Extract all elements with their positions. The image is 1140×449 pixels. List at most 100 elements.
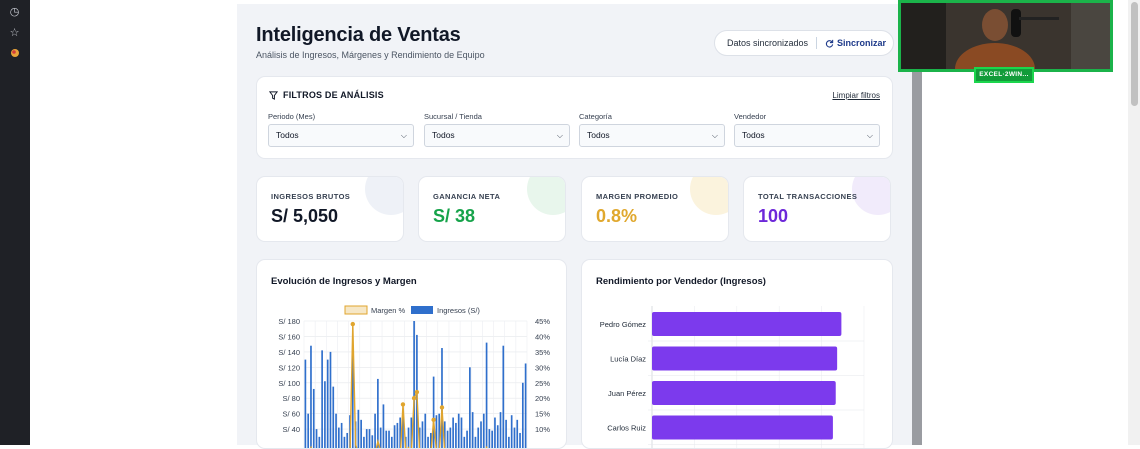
kpi-total-transacciones: TOTAL TRANSACCIONES 100 — [743, 176, 891, 242]
y-left-tick: S/ 80 — [282, 394, 300, 403]
revenue-bar — [505, 419, 507, 448]
divider — [816, 37, 818, 49]
revenue-bar — [474, 436, 477, 448]
revenue-bar — [508, 436, 510, 448]
margin-point — [414, 389, 420, 395]
revenue-bar — [441, 348, 443, 448]
revenue-bar — [335, 413, 337, 448]
kpi-label: MARGEN PROMEDIO — [596, 192, 679, 201]
filters-header: FILTROS DE ANÁLISIS — [269, 90, 384, 100]
legend-swatch-margen — [344, 305, 368, 315]
scrollbar[interactable] — [1128, 0, 1140, 445]
y-right-tick: 35% — [535, 348, 550, 357]
y-right-tick: 30% — [535, 363, 550, 372]
revenue-bar — [399, 417, 402, 448]
filter-label-vendedor: Vendedor — [734, 112, 767, 121]
revenue-bar — [463, 436, 466, 448]
scrollbar-thumb[interactable] — [1131, 2, 1138, 106]
revenue-bar — [371, 435, 374, 448]
filter-label-categoria: Categoría — [579, 112, 612, 121]
categoria-select-value: Todos — [587, 130, 610, 140]
revenue-bar — [390, 436, 393, 448]
revenue-bar — [332, 386, 335, 448]
revenue-bar — [346, 432, 349, 448]
history-icon[interactable]: ◷ — [9, 6, 20, 18]
revenue-bar — [418, 427, 421, 448]
revenue-bar — [321, 350, 323, 448]
kpi-ganancia-neta: GANANCIA NETA S/ 38 — [418, 176, 566, 242]
filter-icon — [269, 90, 278, 100]
revenue-bar — [377, 378, 379, 448]
revenue-bar — [524, 363, 527, 448]
vendedor-select-value: Todos — [742, 130, 765, 140]
revenue-bar — [393, 425, 396, 448]
presenter-video — [901, 3, 1110, 69]
sync-button-label: Sincronizar — [837, 38, 887, 48]
revenue-bar — [521, 382, 524, 448]
revenue-bar — [469, 367, 471, 448]
revenue-bar — [446, 430, 449, 448]
decorative-circle — [690, 177, 728, 215]
y-left-tick: S/ 160 — [278, 332, 300, 341]
revenue-bar — [427, 436, 429, 448]
revenue-bar — [357, 409, 360, 448]
margin-point — [400, 402, 406, 407]
kpi-label: INGRESOS BRUTOS — [271, 192, 351, 201]
revenue-bar — [519, 432, 521, 448]
revenue-bar — [374, 413, 376, 448]
seller-label: Carlos Ruiz — [607, 424, 646, 433]
margin-line — [310, 324, 488, 448]
webcam-tag: EXCEL·2WIN... — [974, 67, 1034, 83]
revenue-bar — [351, 348, 354, 448]
decorative-circle — [527, 177, 565, 215]
revenue-bar — [452, 417, 454, 448]
revenue-bar — [379, 427, 382, 448]
revenue-bar — [435, 415, 438, 448]
revenue-bar — [432, 376, 435, 448]
clear-filters-link[interactable]: Limpiar filtros — [832, 91, 880, 100]
revenue-bar — [480, 421, 482, 448]
revenue-bar — [307, 413, 310, 448]
revenue-bar — [471, 412, 474, 448]
webcam-overlay — [898, 0, 1113, 72]
sucursal-select-value: Todos — [432, 130, 455, 140]
seller-performance-panel: Rendimiento por Vendedor (Ingresos) Pedr… — [581, 259, 893, 449]
kpi-value: S/ 38 — [433, 206, 476, 226]
revenue-bar — [496, 425, 499, 448]
categoria-select[interactable]: Todos ⌵ — [579, 124, 725, 147]
extension-icon[interactable] — [8, 48, 21, 61]
chevron-down-icon: ⌵ — [866, 131, 873, 140]
seller-label: Pedro Gómez — [600, 320, 647, 329]
filters-panel: FILTROS DE ANÁLISIS Limpiar filtros Peri… — [256, 76, 893, 159]
y-right-tick: 10% — [535, 425, 550, 434]
seller-bar — [652, 312, 842, 336]
revenue-bar — [363, 436, 365, 448]
revenue-bar — [513, 427, 516, 448]
revenue-bar — [488, 429, 491, 448]
revenue-bar — [516, 419, 519, 448]
kpi-value: 100 — [758, 206, 789, 226]
revenue-bar — [385, 430, 388, 448]
revenue-bar — [460, 417, 463, 448]
revenue-bar — [310, 345, 312, 448]
vendedor-select[interactable]: Todos ⌵ — [734, 124, 880, 147]
revenue-bar — [312, 388, 315, 448]
seller-bar — [652, 346, 838, 371]
sucursal-select[interactable]: Todos ⌵ — [424, 124, 570, 147]
y-left-tick: S/ 120 — [278, 363, 300, 372]
sync-button[interactable]: Sincronizar — [825, 38, 886, 48]
seller-bar — [652, 381, 836, 405]
legend-label-ingresos: Ingresos (S/) — [437, 306, 480, 315]
revenue-bar — [338, 427, 340, 448]
revenue-bar — [410, 417, 413, 448]
chevron-down-icon: ⌵ — [400, 131, 407, 140]
revenue-bar — [485, 342, 488, 448]
seller-chart-title: Rendimiento por Vendedor (Ingresos) — [596, 276, 766, 287]
y-right-tick: 20% — [535, 394, 550, 403]
y-left-tick: S/ 180 — [278, 317, 300, 326]
y-left-tick: S/ 60 — [282, 410, 300, 419]
revenue-bar — [449, 427, 452, 448]
star-icon[interactable]: ☆ — [9, 27, 20, 39]
periodo-select[interactable]: Todos ⌵ — [268, 124, 414, 147]
revenue-bar — [343, 436, 346, 448]
